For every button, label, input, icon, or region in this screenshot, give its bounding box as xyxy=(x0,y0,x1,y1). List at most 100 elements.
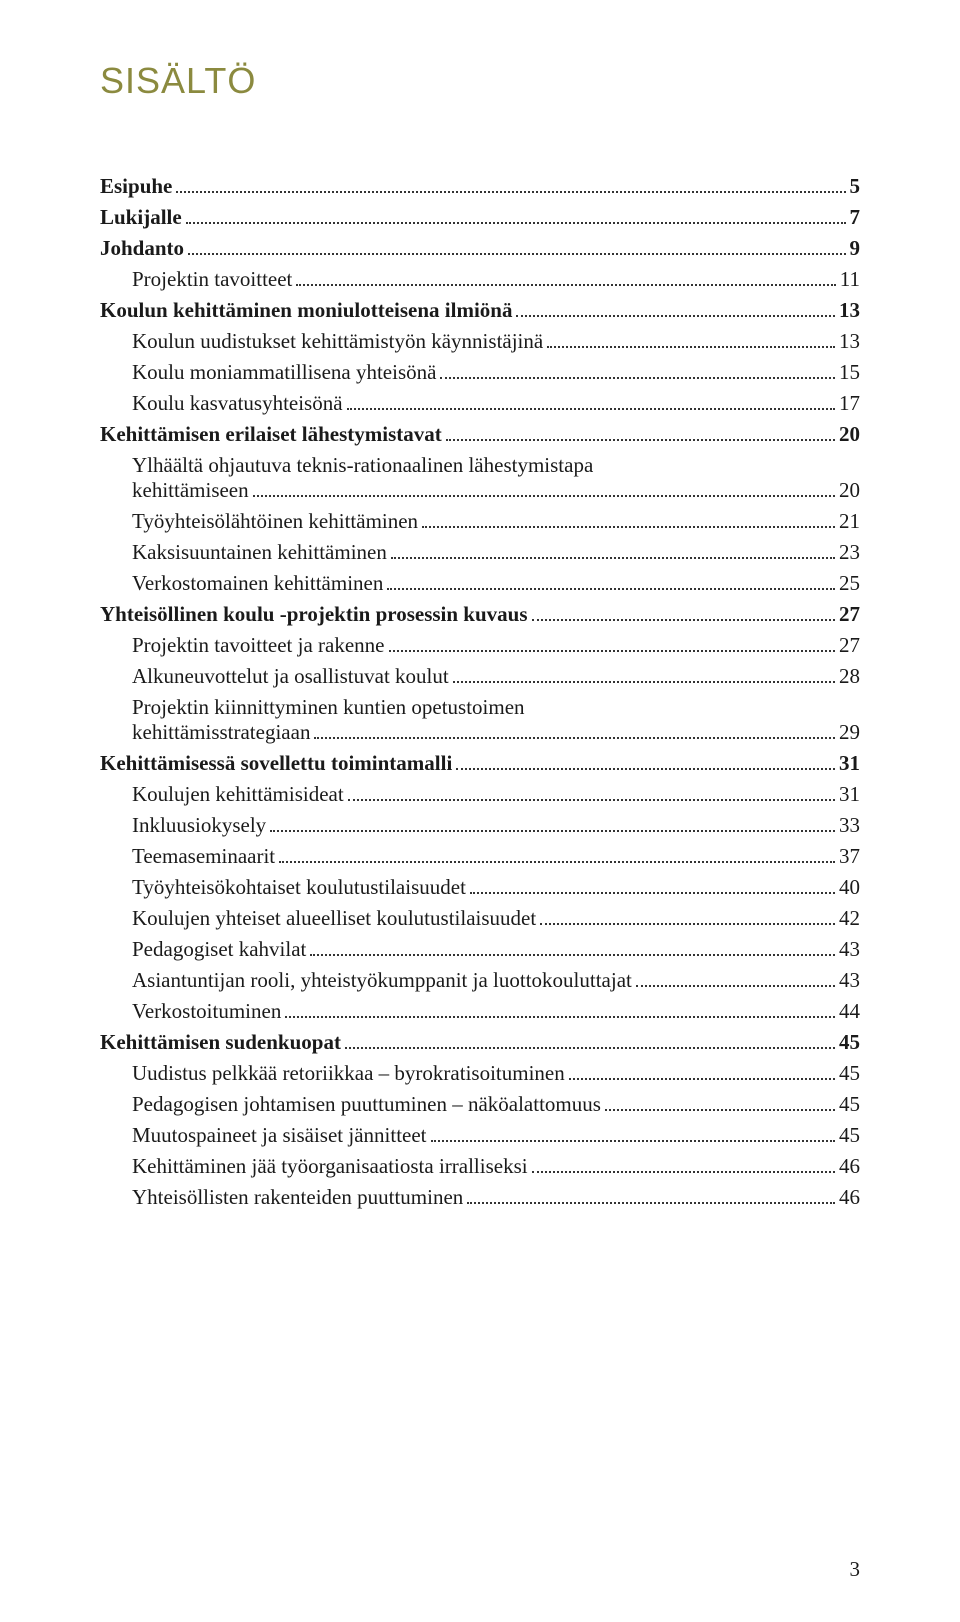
toc-leader-dots xyxy=(532,1171,835,1173)
toc-page-number: 46 xyxy=(839,1185,860,1210)
toc-page-number: 44 xyxy=(839,999,860,1024)
toc-row: Projektin tavoitteet 11 xyxy=(100,267,860,292)
toc-row: Projektin tavoitteet ja rakenne27 xyxy=(100,633,860,658)
toc-leader-dots xyxy=(347,408,835,410)
toc-row: Koulun kehittäminen moniulotteisena ilmi… xyxy=(100,298,860,323)
toc-row: Kehittämisen sudenkuopat45 xyxy=(100,1030,860,1055)
toc-row: Kaksisuuntainen kehittäminen 23 xyxy=(100,540,860,565)
toc-row: Verkostoituminen 44 xyxy=(100,999,860,1024)
toc-label-line2: kehittämiseen xyxy=(132,478,249,503)
toc-page-number: 20 xyxy=(839,422,860,447)
toc-leader-dots xyxy=(605,1109,835,1111)
toc-label: Yhteisöllisten rakenteiden puuttuminen xyxy=(132,1185,463,1210)
toc-leader-dots xyxy=(310,954,835,956)
toc-label: Projektin tavoitteet xyxy=(132,267,292,292)
toc-row: Koulun uudistukset kehittämistyön käynni… xyxy=(100,329,860,354)
toc-page-number: 40 xyxy=(839,875,860,900)
toc-leader-dots xyxy=(456,768,835,770)
toc-leader-dots xyxy=(345,1047,835,1049)
toc-label: Alkuneuvottelut ja osallistuvat koulut xyxy=(132,664,449,689)
toc-leader-dots xyxy=(314,737,835,739)
toc-leader-dots xyxy=(285,1016,835,1018)
toc-row: Esipuhe 5 xyxy=(100,174,860,199)
toc-leader-dots xyxy=(186,222,846,224)
toc-label: Pedagogiset kahvilat xyxy=(132,937,306,962)
toc-row: Koulu kasvatusyhteisönä17 xyxy=(100,391,860,416)
toc-leader-dots xyxy=(532,619,835,621)
toc-label: Koulu moniammatillisena yhteisönä xyxy=(132,360,436,385)
table-of-contents: Esipuhe 5 Lukijalle 7 Johdanto 9 Projektin tav… xyxy=(100,174,860,1210)
toc-page-number: 20 xyxy=(839,478,860,503)
toc-page-number: 28 xyxy=(839,664,860,689)
toc-page-number: 27 xyxy=(839,633,860,658)
toc-leader-dots xyxy=(431,1140,835,1142)
toc-row: Koulu moniammatillisena yhteisönä15 xyxy=(100,360,860,385)
toc-leader-dots xyxy=(516,315,835,317)
toc-label: Uudistus pelkkää retoriikkaa – byrokrati… xyxy=(132,1061,565,1086)
toc-page-number: 45 xyxy=(839,1061,860,1086)
toc-page-number: 42 xyxy=(839,906,860,931)
toc-page-number: 11 xyxy=(840,267,860,292)
toc-leader-dots xyxy=(391,557,835,559)
toc-row: Pedagogisen johtamisen puuttuminen – näk… xyxy=(100,1092,860,1117)
toc-page-number: 25 xyxy=(839,571,860,596)
toc-row: Kehittämisen erilaiset lähestymistavat 20 xyxy=(100,422,860,447)
toc-row: Projektin kiinnittyminen kuntien opetust… xyxy=(100,695,860,745)
toc-label: Asiantuntijan rooli, yhteistyökumppanit … xyxy=(132,968,632,993)
toc-row: Johdanto 9 xyxy=(100,236,860,261)
toc-row: Kehittämisessä sovellettu toimintamalli 3… xyxy=(100,751,860,776)
page-number: 3 xyxy=(850,1557,861,1582)
toc-page-number: 13 xyxy=(839,298,860,323)
toc-leader-dots xyxy=(389,650,836,652)
toc-label: Johdanto xyxy=(100,236,184,261)
toc-page-number: 43 xyxy=(839,968,860,993)
toc-label: Kaksisuuntainen kehittäminen xyxy=(132,540,387,565)
toc-label: Kehittämisessä sovellettu toimintamalli xyxy=(100,751,452,776)
toc-label: Koulun kehittäminen moniulotteisena ilmi… xyxy=(100,298,512,323)
toc-label: Verkostomainen kehittäminen xyxy=(132,571,383,596)
toc-row: Uudistus pelkkää retoriikkaa – byrokrati… xyxy=(100,1061,860,1086)
toc-leader-dots xyxy=(176,191,845,193)
toc-leader-dots xyxy=(253,495,835,497)
toc-row: Alkuneuvottelut ja osallistuvat koulut 28 xyxy=(100,664,860,689)
toc-row: Lukijalle 7 xyxy=(100,205,860,230)
toc-leader-dots xyxy=(188,253,845,255)
toc-leader-dots xyxy=(440,377,835,379)
toc-page-number: 21 xyxy=(839,509,860,534)
toc-label: Esipuhe xyxy=(100,174,172,199)
toc-page-number: 43 xyxy=(839,937,860,962)
toc-label: Kehittäminen jää työorganisaatiosta irra… xyxy=(132,1154,528,1179)
toc-label-line1: Ylhäältä ohjautuva teknis-rationaalinen … xyxy=(132,453,860,478)
toc-leader-dots xyxy=(540,923,835,925)
toc-leader-dots xyxy=(422,526,835,528)
toc-leader-dots xyxy=(636,985,835,987)
toc-label: Lukijalle xyxy=(100,205,182,230)
toc-row: Yhteisöllisten rakenteiden puuttuminen 46 xyxy=(100,1185,860,1210)
toc-page-number: 17 xyxy=(839,391,860,416)
toc-page-number: 7 xyxy=(850,205,861,230)
toc-page-number: 31 xyxy=(839,751,860,776)
toc-label: Koulujen yhteiset alueelliset koulutusti… xyxy=(132,906,536,931)
toc-leader-dots xyxy=(296,284,835,286)
toc-label: Yhteisöllinen koulu -projektin prosessin… xyxy=(100,602,528,627)
toc-label: Inkluusiokysely xyxy=(132,813,266,838)
toc-label: Kehittämisen sudenkuopat xyxy=(100,1030,341,1055)
toc-label: Koulun uudistukset kehittämistyön käynni… xyxy=(132,329,543,354)
toc-page-number: 5 xyxy=(850,174,861,199)
toc-leader-dots xyxy=(547,346,835,348)
toc-label: Pedagogisen johtamisen puuttuminen – näk… xyxy=(132,1092,601,1117)
toc-row: Asiantuntijan rooli, yhteistyökumppanit … xyxy=(100,968,860,993)
toc-leader-dots xyxy=(279,861,835,863)
toc-label: Teemaseminaarit xyxy=(132,844,275,869)
toc-page-number: 23 xyxy=(839,540,860,565)
toc-label-line2: kehittämisstrategiaan xyxy=(132,720,310,745)
toc-label: Kehittämisen erilaiset lähestymistavat xyxy=(100,422,442,447)
toc-label: Verkostoituminen xyxy=(132,999,281,1024)
toc-leader-dots xyxy=(387,588,835,590)
toc-leader-dots xyxy=(470,892,835,894)
toc-page-number: 9 xyxy=(850,236,861,261)
toc-label: Työyhteisökohtaiset koulutustilaisuudet xyxy=(132,875,466,900)
toc-row: Ylhäältä ohjautuva teknis-rationaalinen … xyxy=(100,453,860,503)
toc-page-number: 27 xyxy=(839,602,860,627)
toc-label: Koulujen kehittämisideat xyxy=(132,782,344,807)
